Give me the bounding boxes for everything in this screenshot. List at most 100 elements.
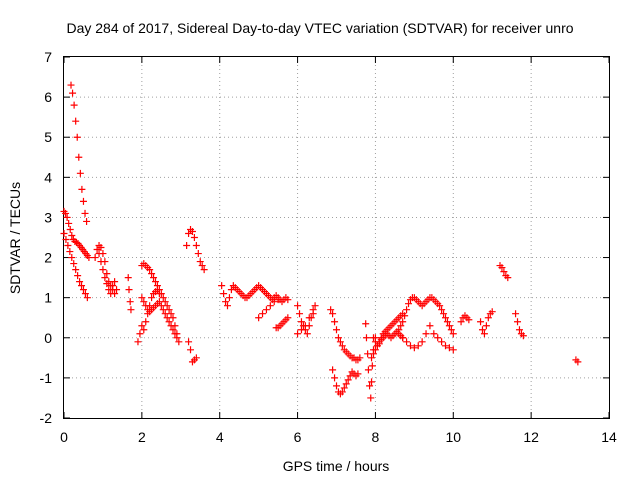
y-tick-label: 0	[44, 330, 52, 346]
data-point	[79, 286, 87, 294]
data-point	[449, 346, 457, 354]
data-point	[346, 372, 354, 380]
data-point	[340, 384, 348, 392]
data-point	[338, 342, 346, 350]
data-point	[297, 326, 305, 334]
data-point	[482, 322, 490, 330]
data-point	[414, 342, 422, 350]
y-tick-label: 2	[44, 250, 52, 266]
data-point	[371, 338, 379, 346]
data-point	[159, 294, 167, 302]
data-point	[142, 318, 150, 326]
x-tick-label: 10	[445, 429, 461, 445]
data-point	[422, 330, 430, 338]
data-point	[126, 298, 134, 306]
data-point	[83, 294, 91, 302]
data-point	[151, 278, 159, 286]
y-tick-label: 4	[44, 169, 52, 185]
data-point	[148, 294, 156, 302]
data-point	[60, 229, 68, 237]
y-axis-label: SDTVAR / TECUs	[7, 182, 23, 294]
data-point	[72, 266, 80, 274]
data-point	[457, 318, 465, 326]
data-point	[67, 81, 75, 89]
data-point	[354, 370, 362, 378]
y-tick-labels: -2 -1 0 1 2 3 4 5 6 7	[40, 49, 53, 426]
data-point	[70, 260, 78, 268]
data-point	[161, 298, 169, 306]
data-point	[426, 322, 434, 330]
data-point	[140, 326, 148, 334]
x-tick-label: 2	[138, 429, 146, 445]
y-tick-label: 3	[44, 209, 52, 225]
data-point	[488, 308, 496, 316]
data-point	[101, 258, 109, 266]
data-point	[445, 322, 453, 330]
data-point	[68, 254, 76, 262]
data-point	[165, 306, 173, 314]
data-point	[406, 342, 414, 350]
data-point	[397, 322, 405, 330]
data-point	[140, 298, 148, 306]
data-point	[85, 254, 93, 262]
data-point	[161, 310, 169, 318]
data-point	[68, 231, 76, 239]
data-point	[266, 302, 274, 310]
data-point	[194, 250, 202, 258]
data-point	[367, 394, 375, 402]
data-point	[270, 298, 278, 306]
data-point	[78, 282, 86, 290]
data-point	[438, 338, 446, 346]
data-point	[63, 213, 71, 221]
data-point	[512, 310, 520, 318]
data-point	[477, 318, 485, 326]
data-point	[436, 302, 444, 310]
data-point	[138, 322, 146, 330]
y-tick-label: -1	[40, 370, 53, 386]
data-point	[480, 330, 488, 338]
data-point	[192, 242, 200, 250]
data-point	[329, 366, 337, 374]
data-point	[443, 318, 451, 326]
data-point	[227, 286, 235, 294]
data-point	[167, 310, 175, 318]
data-point	[338, 388, 346, 396]
data-point	[305, 314, 313, 322]
data-point	[303, 330, 311, 338]
data-point	[364, 366, 372, 374]
data-point	[75, 153, 83, 161]
data-point	[124, 274, 132, 282]
data-point	[434, 334, 442, 342]
data-point	[169, 314, 177, 322]
data-point	[200, 266, 208, 274]
data-point	[218, 282, 226, 290]
data-point	[62, 209, 70, 217]
data-point	[142, 302, 150, 310]
data-point	[327, 306, 335, 314]
data-point	[125, 286, 133, 294]
data-point	[167, 322, 175, 330]
data-point	[284, 296, 292, 304]
data-point	[134, 338, 142, 346]
data-point	[103, 270, 111, 278]
data-point	[66, 225, 74, 233]
data-point	[163, 314, 171, 322]
data-point	[364, 350, 372, 358]
chart-title: Day 284 of 2017, Sidereal Day-to-day VTE…	[66, 20, 573, 36]
data-point	[262, 306, 270, 314]
data-point	[188, 227, 196, 235]
data-point	[430, 330, 438, 338]
data-point	[157, 290, 165, 298]
data-point	[196, 258, 204, 266]
y-tick-label: 5	[44, 129, 52, 145]
data-point	[105, 278, 113, 286]
data-point	[107, 282, 115, 290]
data-point	[449, 330, 457, 338]
data-point	[183, 242, 191, 250]
data-point	[111, 290, 119, 298]
data-point	[294, 302, 302, 310]
x-tick-label: 4	[216, 429, 224, 445]
data-point	[155, 298, 163, 306]
data-point	[79, 197, 87, 205]
